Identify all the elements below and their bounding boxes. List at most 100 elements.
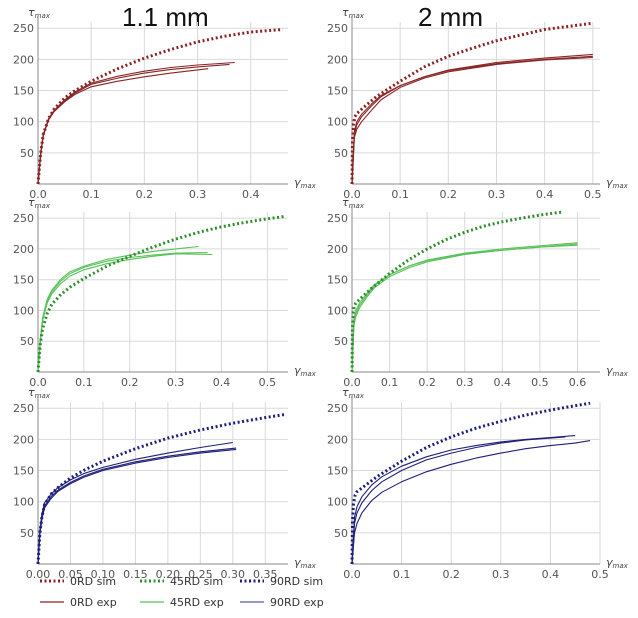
x-tick-label: 0.15 — [123, 568, 148, 581]
series-exp-line — [351, 435, 576, 565]
x-tick-label: 0.4 — [213, 376, 231, 389]
legend-label: 0RD exp — [70, 596, 117, 609]
x-tick-label: 0.1 — [82, 188, 100, 201]
y-axis-label: τmax — [342, 6, 365, 20]
x-tick-label: 0.2 — [442, 568, 460, 581]
x-tick-label: 0.2 — [418, 376, 436, 389]
series-sim-line — [350, 21, 593, 185]
y-tick-label: 50 — [334, 335, 348, 348]
x-tick-label: 0.3 — [456, 376, 474, 389]
y-tick-label: 150 — [327, 85, 348, 98]
x-axis-label: γmax — [294, 556, 317, 570]
y-tick-label: 50 — [20, 527, 34, 540]
y-tick-label: 150 — [327, 465, 348, 478]
series-exp-line — [351, 440, 591, 565]
y-tick-label: 200 — [13, 243, 34, 256]
y-tick-label: 200 — [13, 433, 34, 446]
x-axis-label: γmax — [294, 176, 317, 190]
x-axis-label-sub: max — [301, 370, 317, 378]
y-tick-label: 100 — [13, 496, 34, 509]
y-tick-label: 250 — [13, 212, 34, 225]
y-axis-label-sub: max — [349, 392, 365, 400]
panel-0RD-11mm: 0.0 0.1 0.2 0.3 0.4 50 100 150 200 250 τmax γmax — [13, 6, 317, 201]
x-tick-label: 0.4 — [242, 188, 260, 201]
y-tick-label: 250 — [327, 212, 348, 225]
legend-label: 90RD sim — [270, 575, 323, 588]
panel-45RD-2mm: 0.0 0.1 0.2 0.3 0.4 0.5 0.650100150200250τmaxγ… — [327, 196, 629, 389]
x-axis-label-sub: max — [613, 370, 629, 378]
y-tick-label: 250 — [327, 22, 348, 35]
y-tick-label: 150 — [327, 274, 348, 287]
x-tick-label: 0.3 — [492, 568, 510, 581]
legend-label: 45RD exp — [170, 596, 224, 609]
series-sim-line — [36, 413, 286, 565]
y-tick-label: 250 — [13, 22, 34, 35]
x-axis-label: γmax — [606, 364, 629, 378]
column-title-1-1mm: 1.1 mm — [122, 2, 209, 32]
y-tick-label: 100 — [327, 496, 348, 509]
y-tick-label: 100 — [13, 304, 34, 317]
x-tick-label: 0.25 — [188, 568, 213, 581]
x-tick-label: 0.3 — [167, 376, 185, 389]
x-tick-label: 0.5 — [259, 376, 277, 389]
legend-label: 0RD sim — [70, 575, 116, 588]
x-axis-label-sub: max — [301, 182, 317, 190]
x-tick-label: 0.3 — [189, 188, 207, 201]
y-tick-label: 100 — [327, 116, 348, 129]
series-exp-line — [37, 253, 213, 373]
y-tick-label: 200 — [13, 53, 34, 66]
x-tick-label: 0.2 — [136, 188, 154, 201]
y-tick-label: 50 — [334, 147, 348, 160]
y-tick-label: 50 — [334, 527, 348, 540]
series-sim-line — [36, 28, 283, 185]
y-tick-label: 250 — [327, 402, 348, 415]
y-tick-label: 150 — [13, 465, 34, 478]
y-tick-label: 250 — [13, 402, 34, 415]
x-tick-label: 0.20 — [156, 568, 181, 581]
legend-label: 90RD exp — [270, 596, 324, 609]
x-tick-label: 0.0 — [343, 376, 361, 389]
x-axis-label: γmax — [294, 364, 317, 378]
y-axis-label-sub: max — [35, 202, 51, 210]
x-tick-label: 0.1 — [393, 568, 411, 581]
x-tick-label: 0.5 — [531, 376, 549, 389]
x-tick-label: 0.05 — [58, 568, 83, 581]
y-tick-label: 200 — [327, 53, 348, 66]
x-tick-label: 0.5 — [591, 568, 609, 581]
y-tick-label: 200 — [327, 243, 348, 256]
series-exp-line — [37, 447, 237, 565]
series-exp-line — [351, 436, 566, 565]
x-axis-label-sub: max — [613, 562, 629, 570]
y-axis-label-sub: max — [349, 202, 365, 210]
x-tick-label: 0.0 — [343, 188, 361, 201]
y-axis-label-sub: max — [35, 12, 51, 20]
x-tick-label: 0.4 — [542, 568, 560, 581]
x-axis-label-sub: max — [613, 182, 629, 190]
x-tick-label: 0.4 — [494, 376, 512, 389]
y-axis-label-sub: max — [35, 392, 51, 400]
x-tick-label: 0.10 — [91, 568, 116, 581]
x-tick-label: 0.3 — [488, 188, 506, 201]
y-axis-label: τmax — [28, 6, 51, 20]
series-exp-line — [37, 63, 230, 185]
series-exp-line — [351, 243, 578, 373]
panel-90RD-11mm: 0.00 0.05 0.10 0.15 0.20 0.25 0.30 0.35 50 100 150… — [13, 386, 317, 581]
x-tick-label: 0.0 — [29, 188, 47, 201]
panel-0RD-2mm: 0.0 0.1 0.2 0.3 0.4 0.5 50 100 150 200 250 τmax γmax — [327, 6, 629, 201]
x-tick-label: 0.5 — [584, 188, 602, 201]
series-exp-line — [351, 55, 593, 185]
x-tick-label: 0.30 — [221, 568, 246, 581]
y-axis-label-sub: max — [349, 12, 365, 20]
x-axis-label: γmax — [606, 556, 629, 570]
series-exp-line — [37, 252, 208, 373]
series-exp-line — [351, 53, 593, 185]
x-tick-label: 0.1 — [391, 188, 409, 201]
series-exp-line — [37, 448, 237, 565]
x-tick-label: 0.1 — [75, 376, 93, 389]
legend-label: 45RD sim — [170, 575, 223, 588]
x-tick-label: 0.0 — [29, 376, 47, 389]
x-tick-label: 0.1 — [381, 376, 399, 389]
y-tick-label: 150 — [13, 274, 34, 287]
y-tick-label: 150 — [13, 85, 34, 98]
